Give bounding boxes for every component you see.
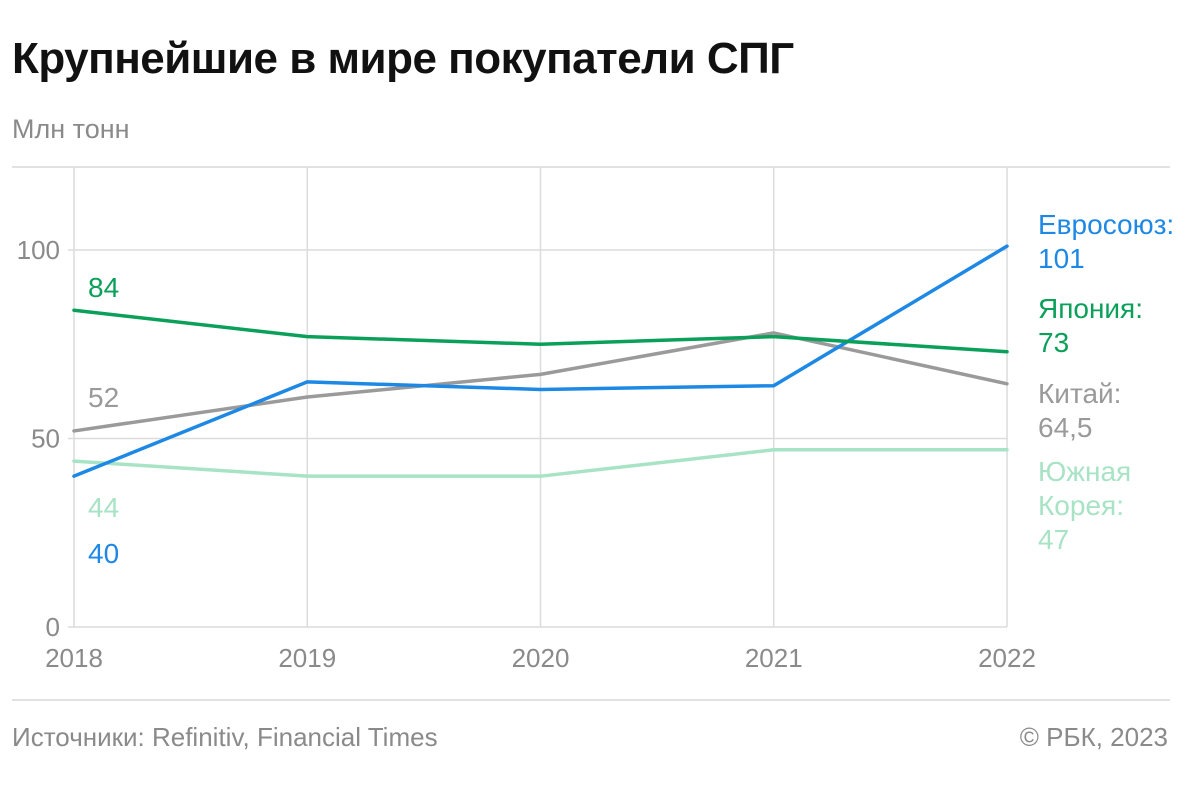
unit-label: Млн тонн: [12, 114, 130, 144]
series-line-china: [72, 331, 1009, 433]
end-label-china: 64,5: [1038, 412, 1093, 443]
copyright: © РБК, 2023: [1019, 722, 1168, 752]
x-tick-label: 2021: [745, 643, 803, 673]
end-label-china: Китай:: [1038, 378, 1121, 409]
end-label-japan: Япония:: [1038, 293, 1143, 324]
start-label-china: 52: [88, 382, 119, 413]
x-tick-label: 2018: [45, 643, 103, 673]
start-label-korea: 44: [88, 492, 119, 523]
series-line-korea: [72, 448, 1009, 478]
x-tick-label: 2020: [512, 643, 570, 673]
x-tick-label: 2019: [278, 643, 336, 673]
source-note: Источники: Refinitiv, Financial Times: [12, 722, 438, 752]
series-line-eu: [72, 244, 1009, 478]
grid: [12, 166, 1170, 701]
y-tick-label: 100: [17, 235, 60, 265]
series-line-japan: [72, 308, 1009, 354]
end-label-eu: 101: [1038, 243, 1085, 274]
series-lines: [72, 244, 1009, 478]
x-axis-ticks: 2018 2019 2020 2021 2022: [45, 643, 1036, 673]
series-labels: 84 52 40 44 Япония:73 Китай:64,5 Евросоюз:101 Ю…: [88, 209, 1174, 569]
y-axis-ticks: 0 50 100: [17, 235, 60, 642]
start-label-eu: 40: [88, 538, 119, 569]
start-label-japan: 84: [88, 272, 119, 303]
y-tick-label: 0: [46, 612, 60, 642]
chart-title: Крупнейшие в мире покупатели СПГ: [12, 34, 794, 83]
end-label-eu: Евросоюз:: [1038, 209, 1174, 240]
end-label-korea: Корея:: [1038, 490, 1124, 521]
end-label-korea: 47: [1038, 524, 1069, 555]
y-tick-label: 50: [31, 423, 60, 453]
end-label-japan: 73: [1038, 327, 1069, 358]
x-tick-label: 2022: [978, 643, 1036, 673]
end-label-korea: Южная: [1038, 456, 1131, 487]
